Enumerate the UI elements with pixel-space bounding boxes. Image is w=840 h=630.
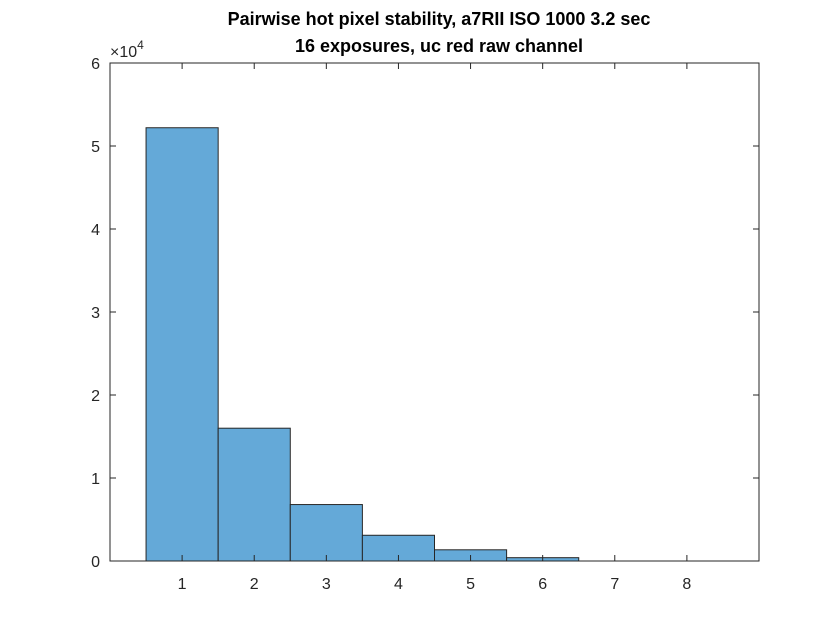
x-tick-label-5: 5	[466, 576, 475, 593]
x-tick-label-3: 3	[322, 576, 331, 593]
y-tick-label-6: 6	[91, 56, 100, 73]
x-tick-label-1: 1	[178, 576, 187, 593]
chart-title-line-2: 16 exposures, uc red raw channel	[295, 36, 583, 56]
bars-group	[145, 127, 580, 562]
plot-frame	[109, 62, 760, 562]
y-tick-label-2: 2	[91, 388, 100, 405]
x-tick-label-4: 4	[394, 576, 403, 593]
y-axis-exponent: ×104	[110, 38, 144, 61]
y-tick-label-0: 0	[91, 554, 100, 571]
x-tick-label-7: 7	[610, 576, 619, 593]
y-tick-label-4: 4	[91, 222, 100, 239]
y-tick-label-5: 5	[91, 139, 100, 156]
chart-title-line-1: Pairwise hot pixel stability, a7RII ISO …	[228, 9, 651, 29]
x-tick-label-6: 6	[538, 576, 547, 593]
x-tick-label-2: 2	[250, 576, 259, 593]
bar-3	[289, 504, 363, 562]
y-tick-label-3: 3	[91, 305, 100, 322]
y-axis-exponent-power: 4	[137, 38, 144, 52]
x-tick-label-8: 8	[682, 576, 691, 593]
bar-1	[145, 127, 219, 562]
y-tick-label-1: 1	[91, 471, 100, 488]
y-axis-exponent-base: ×10	[110, 44, 137, 61]
ticks-group: 1 2 3 4 5 6 7 8 0 1 2 3 4 5 6	[91, 56, 759, 593]
bar-2	[217, 427, 291, 562]
